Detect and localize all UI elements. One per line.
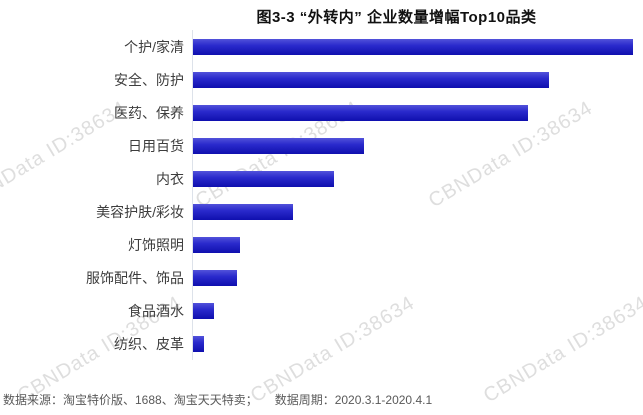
bar-track: [192, 195, 643, 228]
bar-track: [192, 30, 643, 63]
bar-row: 个护/家清: [0, 30, 643, 63]
bar: [193, 335, 204, 352]
bar-row: 日用百货: [0, 129, 643, 162]
category-label: 安全、防护: [114, 71, 184, 88]
chart-title: 图3-3 “外转内” 企业数量增幅Top10品类: [256, 9, 537, 26]
category-label: 灯饰照明: [128, 236, 184, 253]
bar-chart: 个护/家清安全、防护医药、保养日用百货内衣美容护肤/彩妆灯饰照明服饰配件、饰品食…: [0, 30, 643, 360]
category-label: 医药、保养: [114, 104, 184, 121]
bar: [193, 71, 549, 88]
bar-row: 美容护肤/彩妆: [0, 195, 643, 228]
bar: [193, 269, 237, 286]
bar: [193, 38, 633, 55]
bar-row: 纺织、皮革: [0, 327, 643, 360]
category-label: 纺织、皮革: [114, 335, 184, 352]
bar-track: [192, 261, 643, 294]
bar-row: 安全、防护: [0, 63, 643, 96]
bar-track: [192, 327, 643, 360]
category-label: 个护/家清: [124, 38, 184, 55]
category-label: 日用百货: [128, 137, 184, 154]
bar-row: 医药、保养: [0, 96, 643, 129]
bar: [193, 170, 334, 187]
bar-row: 食品酒水: [0, 294, 643, 327]
bar-row: 内衣: [0, 162, 643, 195]
bar: [193, 104, 528, 121]
bar-track: [192, 162, 643, 195]
bar: [193, 236, 240, 253]
category-label: 内衣: [156, 170, 184, 187]
bar-track: [192, 129, 643, 162]
title-wrap: 图3-3 “外转内” 企业数量增幅Top10品类: [150, 6, 643, 27]
bar-track: [192, 228, 643, 261]
footer-note: 数据来源：淘宝特价版、1688、淘宝天天特卖； 数据周期：2020.3.1-202…: [3, 391, 432, 408]
category-label: 食品酒水: [128, 302, 184, 319]
data-source-text: 数据来源：淘宝特价版、1688、淘宝天天特卖；: [3, 393, 258, 407]
category-label: 服饰配件、饰品: [86, 269, 184, 286]
bar-track: [192, 96, 643, 129]
bar-track: [192, 63, 643, 96]
bar-row: 服饰配件、饰品: [0, 261, 643, 294]
bar-track: [192, 294, 643, 327]
bar: [193, 203, 293, 220]
bar: [193, 137, 364, 154]
bar-row: 灯饰照明: [0, 228, 643, 261]
category-label: 美容护肤/彩妆: [96, 203, 184, 220]
bar: [193, 302, 214, 319]
data-period-text: 数据周期：2020.3.1-2020.4.1: [274, 393, 433, 407]
